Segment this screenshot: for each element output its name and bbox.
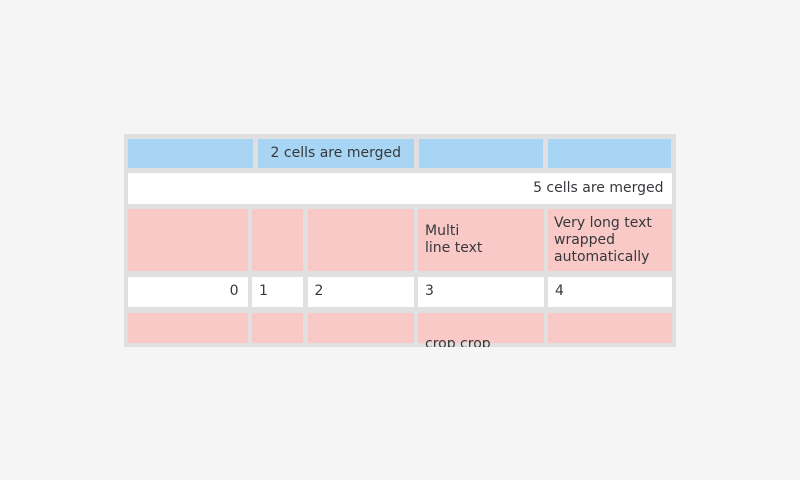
crop-row-cell-empty-0[interactable] xyxy=(128,312,248,343)
cell-multi-line[interactable]: Multi line text xyxy=(418,209,544,272)
table-row-merged-5: 5 cells are merged xyxy=(128,173,672,204)
pink-cell-empty-1[interactable] xyxy=(252,209,303,272)
pink-cell-empty-0[interactable] xyxy=(128,209,248,272)
cell-wrapped-text[interactable]: Very long text wrapped automatically xyxy=(548,209,672,272)
cell-number-3[interactable]: 3 xyxy=(418,276,544,308)
number-2-label: 2 xyxy=(314,283,324,300)
number-1-label: 1 xyxy=(259,283,268,300)
table-widget: 2 cells are merged 5 cells are merged Mu… xyxy=(124,134,676,347)
cell-number-4[interactable]: 4 xyxy=(548,276,672,308)
header-cell-empty-0[interactable] xyxy=(128,139,253,168)
number-4-label: 4 xyxy=(555,283,564,300)
cell-number-0[interactable]: 0 xyxy=(128,276,248,308)
cell-number-2[interactable]: 2 xyxy=(307,276,414,308)
pink-cell-empty-2[interactable] xyxy=(307,209,414,272)
header-cell-empty-2[interactable] xyxy=(418,139,543,168)
number-3-label: 3 xyxy=(425,283,434,300)
wrapped-text-label: Very long text wrapped automatically xyxy=(554,214,652,265)
crop-text-label: crop crop crop crop xyxy=(425,335,491,347)
merged-2-label: 2 cells are merged xyxy=(270,145,401,161)
cell-crop-text[interactable]: crop crop crop crop xyxy=(418,312,544,347)
cell-merged-5[interactable]: 5 cells are merged xyxy=(128,173,672,204)
crop-row-cell-empty-2[interactable] xyxy=(307,312,414,343)
multi-line-label: Multi line text xyxy=(425,223,483,257)
merged-5-label: 5 cells are merged xyxy=(533,180,664,197)
cell-number-1[interactable]: 1 xyxy=(252,276,303,308)
crop-row-cell-empty-4[interactable] xyxy=(548,312,672,343)
table-row-multiline: Multi line text Very long text wrapped a… xyxy=(128,209,672,272)
number-0-label: 0 xyxy=(229,283,239,300)
table-header-row: 2 cells are merged xyxy=(128,139,672,168)
crop-row-cell-empty-1[interactable] xyxy=(252,312,303,343)
table-row-numbers: 0 1 2 3 4 xyxy=(128,276,672,308)
header-cell-empty-3[interactable] xyxy=(547,139,671,168)
table-row-crop: crop crop crop crop xyxy=(128,312,672,347)
header-cell-merged-2[interactable]: 2 cells are merged xyxy=(257,139,414,168)
